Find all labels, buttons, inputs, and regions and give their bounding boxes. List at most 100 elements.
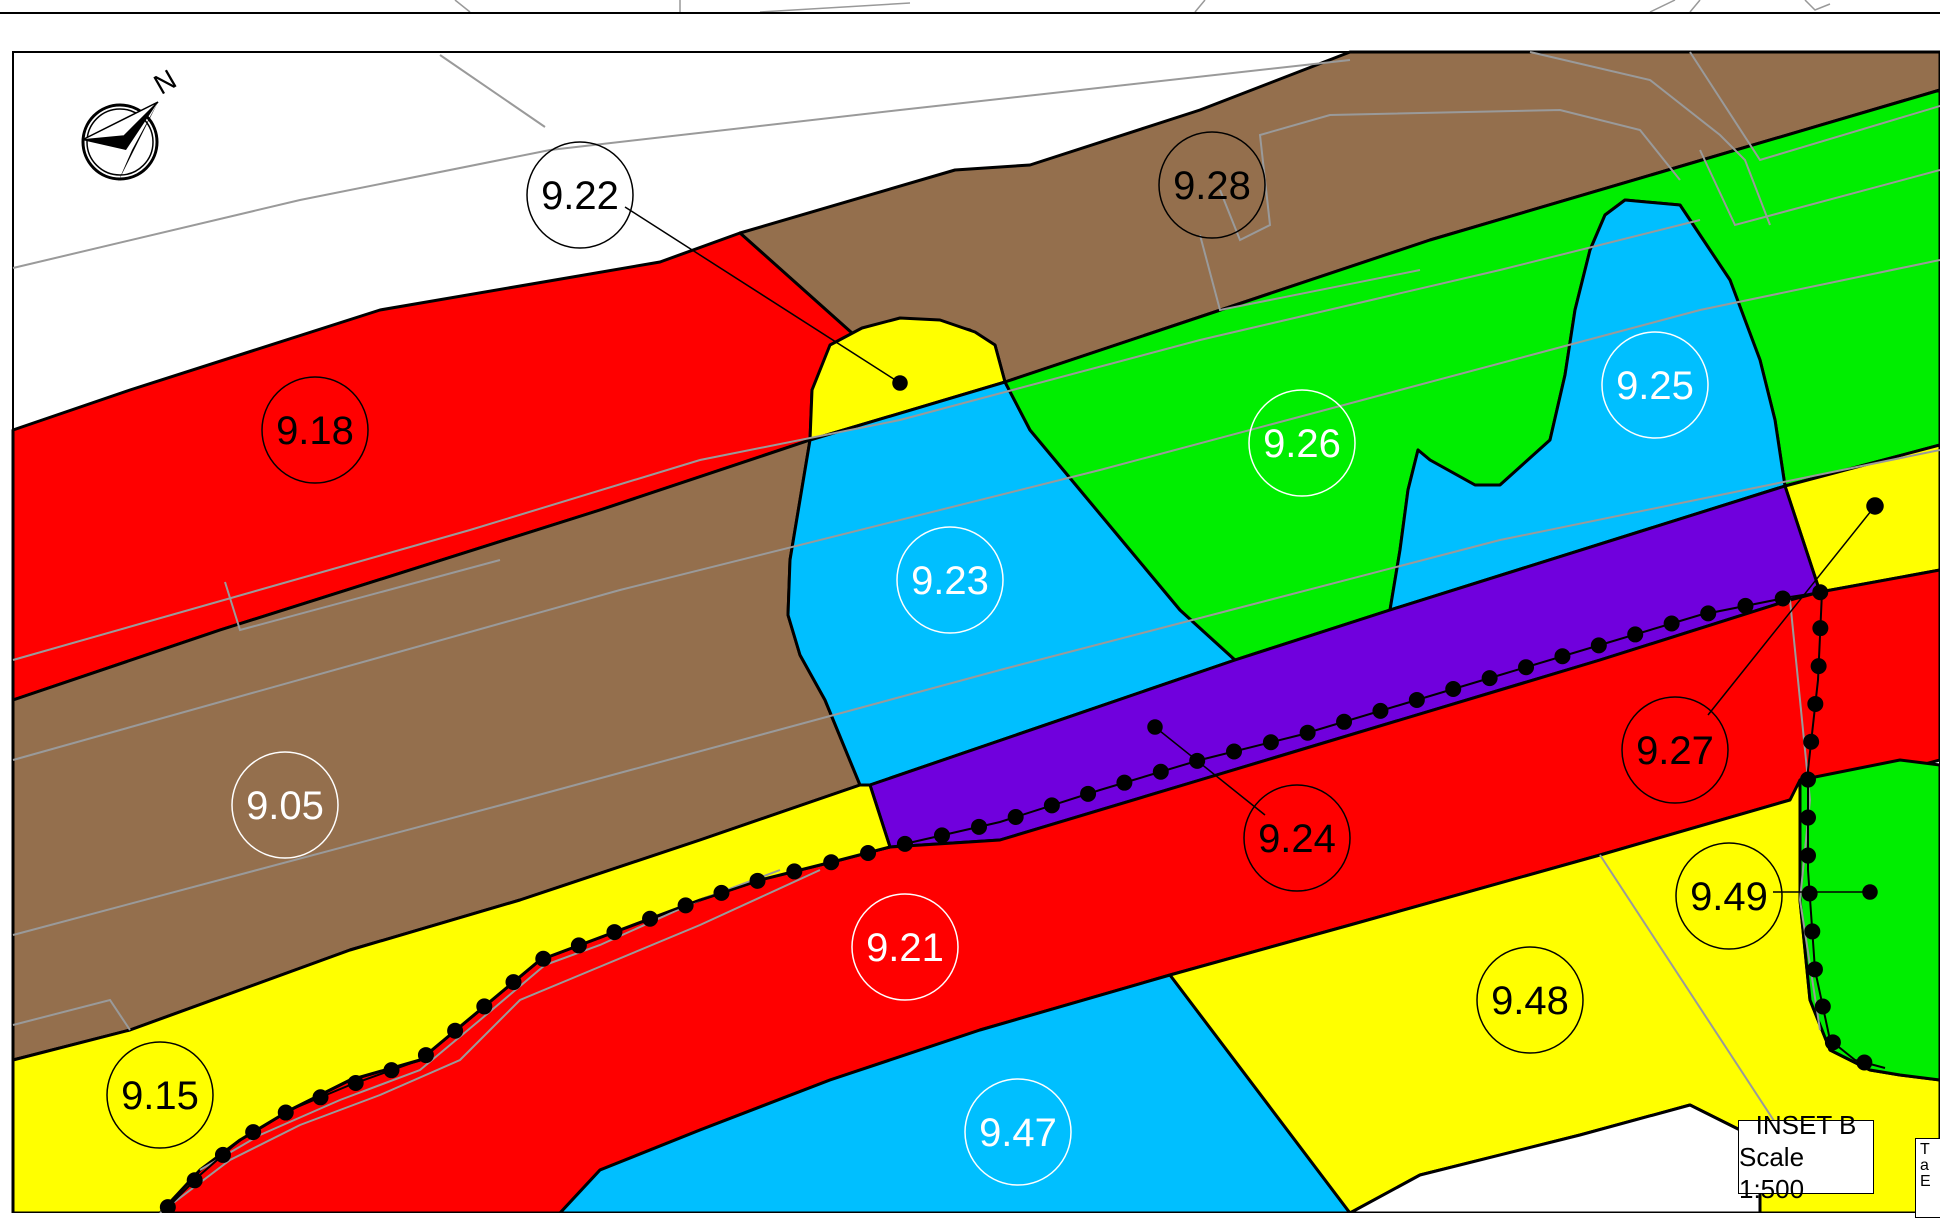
plot-label-text: 9.15 — [121, 1074, 199, 1118]
plot-label-9-47: 9.47 — [964, 1078, 1072, 1186]
boundary-dot — [1810, 658, 1827, 675]
boundary-dot — [1663, 615, 1680, 632]
boundary-dot — [1554, 648, 1571, 665]
boundary-dot — [1445, 681, 1462, 698]
boundary-dot — [214, 1146, 231, 1163]
boundary-dot — [476, 998, 493, 1015]
inset-scale: Scale 1:500 — [1739, 1142, 1805, 1204]
plot-label-text: 9.21 — [866, 926, 944, 970]
leader-lines — [624, 206, 1884, 900]
boundary-dot — [1336, 713, 1353, 730]
boundary-dot — [786, 863, 803, 880]
boundary-dot — [1116, 774, 1133, 791]
note-line-2: a — [1920, 1157, 1929, 1174]
parcels — [11, 50, 1940, 1213]
plot-label-circle — [1601, 331, 1709, 439]
plot-label-circle — [1675, 842, 1783, 950]
plot-label-text: 9.24 — [1258, 817, 1336, 861]
plot-label-text: 9.49 — [1690, 875, 1768, 919]
boundary-dots — [159, 584, 1873, 1213]
plot-label-circle — [1476, 946, 1584, 1054]
plot-label-circle — [964, 1078, 1072, 1186]
plot-label-9-22: 9.22 — [526, 141, 634, 249]
plot-label-9-05: 9.05 — [231, 751, 339, 859]
boundary-dot — [1800, 809, 1816, 826]
boundary-dot — [186, 1172, 203, 1189]
boundary-dot — [1814, 998, 1831, 1015]
boundary-dot — [1812, 584, 1829, 601]
plot-label-9-21: 9.21 — [851, 893, 959, 1001]
boundary-dot — [1007, 808, 1024, 825]
boundary-dot — [1481, 670, 1498, 687]
boundary-dot — [1408, 691, 1425, 708]
plot-label-text: 9.28 — [1173, 164, 1251, 208]
boundary-dot — [159, 1199, 176, 1213]
boundary-dot — [677, 897, 694, 914]
inset-caption: INSET B Scale 1:500 — [1738, 1110, 1874, 1204]
boundary-dot — [417, 1047, 434, 1064]
cadastral-lines — [12, 51, 1940, 1213]
plot-labels: 9.22 9.28 9.18 9.26 9.25 9.23 9.05 9.27 9.24 9.49… — [106, 131, 1783, 1186]
boundary-dot — [1737, 597, 1754, 614]
plot-label-circle — [896, 526, 1004, 634]
plot-label-circle — [526, 141, 634, 249]
boundary-dot — [1774, 590, 1791, 607]
boundary-dot — [1804, 923, 1821, 940]
plot-label-text: 9.22 — [541, 174, 619, 218]
plot-label-9-49: 9.49 — [1675, 842, 1783, 950]
boundary-dot — [1080, 785, 1097, 802]
boundary-dot — [823, 854, 840, 871]
plot-label-9-18: 9.18 — [261, 376, 369, 484]
parcel-9-25 — [1388, 198, 1787, 612]
plot-label-circle — [1243, 784, 1351, 892]
boundary-dot — [1627, 626, 1644, 643]
boundary-dot — [347, 1074, 364, 1091]
plot-label-circle — [1248, 389, 1356, 497]
dotted-boundary — [159, 584, 1886, 1213]
plot-label-9-26: 9.26 — [1248, 389, 1356, 497]
boundary-dot — [1806, 961, 1823, 978]
boundary-dot — [749, 872, 766, 889]
note-line-3: E — [1920, 1173, 1931, 1190]
boundary-dot — [1590, 637, 1607, 654]
plot-label-circle — [1158, 131, 1266, 239]
plot-label-text: 9.18 — [276, 409, 354, 453]
boundary-dot — [1807, 695, 1824, 712]
boundary-dot — [1803, 733, 1820, 750]
boundary-dot — [1226, 743, 1243, 760]
plot-label-9-27: 9.27 — [1621, 696, 1729, 804]
boundary-dot — [606, 924, 623, 941]
cut-off-note: T a E — [1915, 1138, 1940, 1218]
plot-label-text: 9.47 — [979, 1111, 1057, 1155]
boundary-dot — [1518, 659, 1535, 676]
boundary-dot — [245, 1124, 262, 1141]
boundary-dot — [1700, 605, 1717, 622]
plot-label-text: 9.25 — [1616, 364, 1694, 408]
road-white — [1348, 1103, 1762, 1213]
boundary-dot — [1800, 771, 1816, 788]
plot-label-9-15: 9.15 — [106, 1041, 214, 1149]
boundary-dot — [570, 937, 587, 954]
boundary-dot — [971, 818, 988, 835]
boundary-dot — [1812, 620, 1829, 637]
plot-label-text: 9.23 — [911, 559, 989, 603]
plot-label-text: 9.48 — [1491, 979, 1569, 1023]
plot-label-circle — [1621, 696, 1729, 804]
parcel-9-49 — [1798, 758, 1940, 1082]
boundary-dot — [642, 910, 659, 927]
boundary-dot — [860, 844, 877, 861]
boundary-dot — [312, 1089, 329, 1106]
boundary-dot — [1801, 885, 1818, 902]
boundary-dot — [713, 884, 730, 901]
note-line-1: T — [1920, 1141, 1930, 1158]
plot-label-circle — [851, 893, 959, 1001]
boundary-dot — [1262, 734, 1279, 751]
adjacent-sheet-strip — [454, 0, 1831, 13]
plot-label-text: 9.05 — [246, 784, 324, 828]
boundary-dot — [1856, 1054, 1873, 1071]
boundary-dot — [447, 1022, 464, 1039]
boundary-dot — [505, 974, 522, 991]
plot-label-9-28: 9.28 — [1158, 131, 1266, 239]
inset-title: INSET B — [1755, 1110, 1857, 1140]
